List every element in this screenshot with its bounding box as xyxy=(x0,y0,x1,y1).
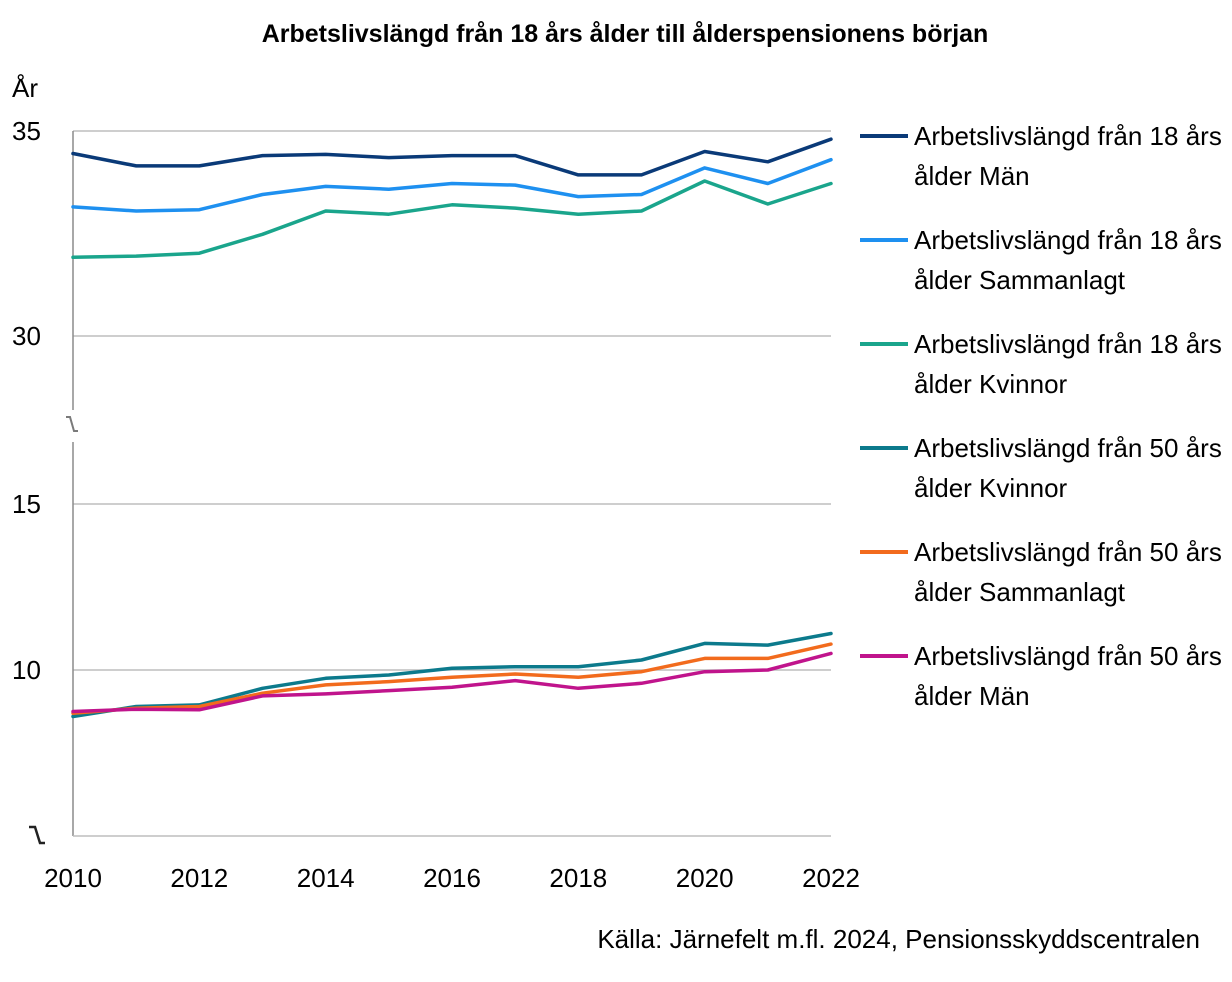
legend-label: Arbetslivslängd från 50 års ålder Kvinno… xyxy=(914,433,1222,503)
legend-label: Arbetslivslängd från 50 års ålder Samman… xyxy=(914,537,1222,607)
series-line xyxy=(71,642,833,715)
y-tick-label: 35 xyxy=(12,116,41,146)
legend-swatch xyxy=(860,446,908,450)
legend-item: Arbetslivslängd från 18 års ålder Kvinno… xyxy=(860,324,1230,428)
legend-swatch xyxy=(860,654,908,658)
axis-break-mark xyxy=(29,825,45,845)
legend-swatch xyxy=(860,342,908,346)
series-line xyxy=(71,179,833,260)
x-tick-label: 2022 xyxy=(802,863,860,893)
y-tick-label: 15 xyxy=(12,489,41,519)
y-axis-label: År xyxy=(12,73,38,103)
legend-item: Arbetslivslängd från 50 års ålder Kvinno… xyxy=(860,428,1230,532)
legend-item: Arbetslivslängd från 50 års ålder Män xyxy=(860,636,1230,740)
series-line xyxy=(71,631,833,719)
legend-label: Arbetslivslängd från 18 års ålder Män xyxy=(914,121,1222,191)
legend-label: Arbetslivslängd från 18 års ålder Samman… xyxy=(914,225,1222,295)
x-tick-label: 2014 xyxy=(297,863,355,893)
legend-item: Arbetslivslängd från 18 års ålder Samman… xyxy=(860,220,1230,324)
series-lines xyxy=(71,137,833,719)
gridlines xyxy=(73,130,831,671)
chart-title: Arbetslivslängd från 18 års ålder till å… xyxy=(261,20,989,48)
x-tick-label: 2020 xyxy=(676,863,734,893)
legend-item: Arbetslivslängd från 18 års ålder Män xyxy=(860,116,1230,220)
legend-label: Arbetslivslängd från 18 års ålder Kvinno… xyxy=(914,329,1222,399)
y-tick-label: 30 xyxy=(12,321,41,351)
legend-swatch xyxy=(860,550,908,554)
legend-swatch xyxy=(860,238,908,242)
x-tick-label: 2010 xyxy=(44,863,102,893)
legend-label: Arbetslivslängd från 50 års ålder Män xyxy=(914,641,1222,711)
legend: Arbetslivslängd från 18 års ålder Män Arb… xyxy=(860,116,1230,740)
legend-swatch xyxy=(860,134,908,138)
legend-item: Arbetslivslängd från 50 års ålder Samman… xyxy=(860,532,1230,636)
axes xyxy=(29,131,831,845)
series-line xyxy=(71,137,833,177)
series-line xyxy=(71,157,833,213)
axis-break-mark xyxy=(66,416,78,432)
source-note: Källa: Järnefelt m.fl. 2024, Pensionssky… xyxy=(597,924,1200,954)
x-tick-label: 2012 xyxy=(170,863,228,893)
x-tick-label: 2018 xyxy=(549,863,607,893)
tick-labels: 35 30 15 10 2010 2012 2014 2016 2018 2020 2022 xyxy=(12,116,860,893)
y-tick-label: 10 xyxy=(12,655,41,685)
x-tick-label: 2016 xyxy=(423,863,481,893)
series-line xyxy=(71,651,833,714)
